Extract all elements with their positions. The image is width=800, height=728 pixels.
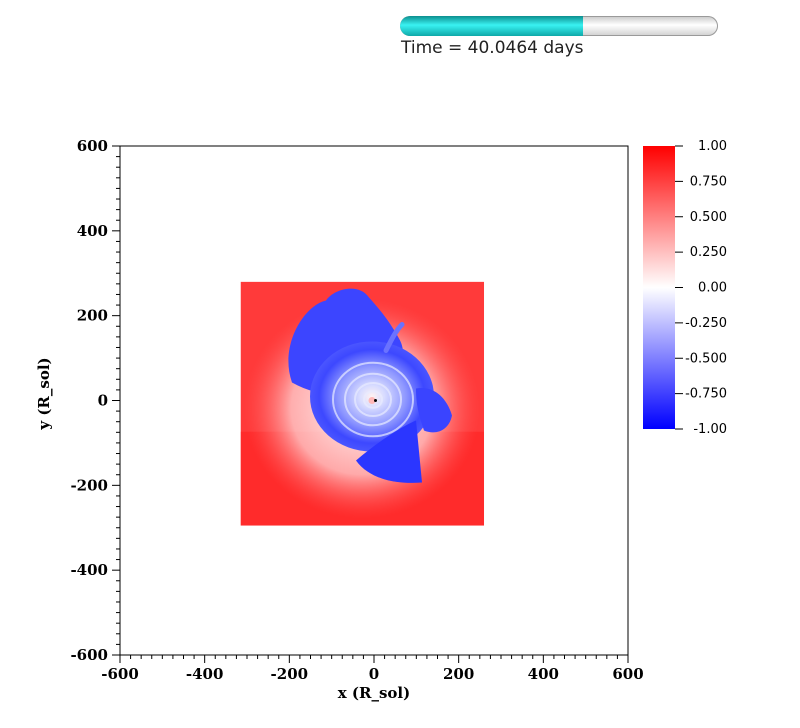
time-progress-bar [400, 16, 718, 36]
heatmap-core [368, 397, 376, 404]
x-tick-label: -200 [271, 665, 309, 683]
heatmap-blue-fan-lower [356, 420, 422, 483]
heatmap-core-dot [374, 399, 377, 402]
colorbar-tick-label: 0.500 [690, 210, 727, 225]
time-progress-fill [400, 16, 583, 36]
colorbar-tick-label: -0.500 [685, 351, 727, 366]
heatmap-blue-fan-right [416, 387, 452, 433]
x-tick-label: 600 [612, 665, 643, 683]
y-tick-label: -600 [70, 646, 108, 664]
heatmap-filament [383, 322, 405, 353]
colorbar-tick-label: 0.00 [698, 281, 727, 296]
colorbar-tick-label: -1.00 [693, 422, 727, 437]
axis-ticks: -600 -400 -200 0 200 400 600 -600 -400 -200 0 200 40… [70, 137, 643, 683]
y-tick-label: -200 [70, 476, 108, 494]
colorbar-tick-label: -0.750 [685, 387, 727, 402]
y-tick-label: 200 [77, 307, 108, 325]
colorbar-tick-label: 0.750 [690, 174, 727, 189]
y-tick-label: 0 [98, 392, 108, 410]
x-axis-label: x (R_sol) [338, 684, 410, 702]
y-tick-label: 600 [77, 137, 108, 155]
x-tick-label: -600 [101, 665, 139, 683]
x-tick-label: 400 [528, 665, 559, 683]
x-tick-label: 0 [369, 665, 379, 683]
colorbar-tick-label: 1.00 [698, 139, 727, 154]
colorbar-tick-label: 0.250 [690, 245, 727, 260]
time-label: Time = 40.0464 days [401, 38, 584, 58]
heatmap-swirl-ring [344, 372, 402, 427]
y-tick-label: -400 [70, 561, 108, 579]
colorbar-tick-label: -0.250 [685, 316, 727, 331]
heatmap-swirl-ring [332, 361, 414, 438]
colorbar-ticks: 1.00 0.750 0.500 0.250 0.00 -0.250 -0.500 -0.75… [675, 139, 727, 437]
heatmap-swirl-ring [354, 381, 392, 418]
x-tick-label: -400 [186, 665, 224, 683]
y-tick-label: 400 [77, 222, 108, 240]
x-tick-label: 200 [443, 665, 474, 683]
colorbar [643, 146, 675, 429]
heatmap-swirl-ring [363, 390, 383, 409]
y-axis-label: y (R_sol) [35, 357, 53, 430]
heatmap-field [240, 281, 485, 526]
